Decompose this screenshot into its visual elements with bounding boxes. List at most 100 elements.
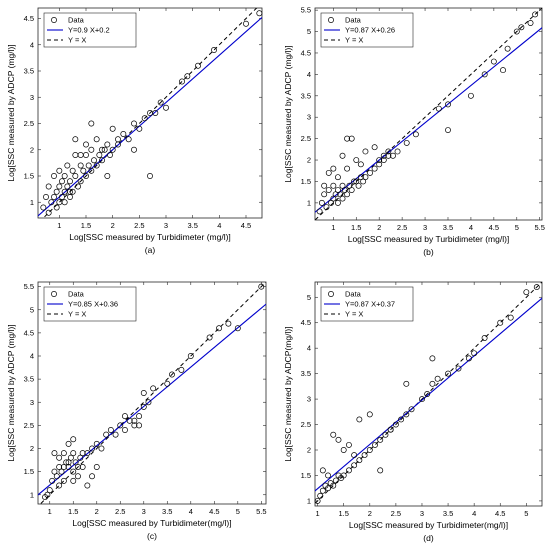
data-point: [325, 485, 331, 492]
data-point: [362, 174, 369, 181]
data-point: [195, 62, 201, 69]
data-point: [104, 173, 111, 179]
data-point: [523, 289, 530, 296]
data-point: [101, 146, 108, 153]
x-tick-label: 5: [524, 509, 528, 518]
data-point: [141, 115, 148, 122]
x-tick-label: 4: [217, 221, 221, 230]
data-point: [314, 497, 321, 504]
data-point: [122, 427, 128, 433]
data-point: [45, 183, 52, 190]
data-point: [318, 199, 325, 206]
data-point: [99, 146, 105, 153]
data-point: [366, 411, 373, 418]
y-tick-label: 2: [30, 145, 34, 154]
legend-label-identity: Y = X: [345, 36, 363, 45]
data-point: [435, 105, 442, 112]
chart-panel-2: 1 1.5 2 2.5 3 3.5 4 4.5 5 5.5 1 1.5 2 2.5 3 3.5 4 4.5 5 5.5…: [283, 6, 545, 257]
data-point: [145, 399, 152, 406]
y-axis-label: Log[SSC measured by ADCP (mg/l)]: [6, 324, 16, 461]
data-point: [353, 157, 360, 163]
x-tick-label: 3.5: [162, 507, 172, 516]
data-point: [43, 194, 49, 200]
x-tick-label: 4.5: [489, 223, 499, 232]
data-point: [434, 375, 441, 382]
data-point: [398, 416, 405, 423]
data-point: [85, 162, 92, 169]
legend-label-data: Data: [345, 16, 362, 25]
data-point: [319, 487, 326, 494]
data-point: [77, 178, 84, 185]
data-point: [394, 148, 401, 155]
data-point: [380, 152, 387, 159]
data-point: [75, 464, 81, 470]
data-point: [60, 477, 67, 484]
data-point: [325, 472, 331, 479]
y-tick-label: 4.5: [24, 14, 34, 23]
data-point: [65, 459, 72, 466]
data-point: [93, 162, 100, 169]
y-tick-label: 2: [30, 444, 34, 453]
data-point: [351, 452, 358, 459]
x-tick-label: 1.5: [338, 509, 348, 518]
data-point: [211, 47, 217, 53]
data-point: [351, 178, 357, 185]
data-point: [56, 183, 63, 190]
data-point: [361, 452, 368, 459]
data-point: [56, 482, 63, 489]
data-point: [107, 152, 113, 158]
data-point: [72, 173, 79, 179]
y-tick-label: 3.5: [24, 67, 34, 76]
data-point: [390, 152, 396, 159]
y-tick-label: 5: [30, 305, 34, 314]
x-tick-label: 4: [469, 223, 473, 232]
data-point: [527, 20, 534, 26]
data-point: [445, 101, 451, 108]
data-point: [216, 325, 222, 332]
data-point: [61, 199, 68, 206]
chart-panel-3: 1 1.5 2 2.5 3 3.5 4 4.5 5 5.5 1 1.5 2 2.5 3 3.5 4 4.5 5 5.5…: [6, 281, 267, 541]
data-point: [131, 417, 138, 424]
data-point: [88, 120, 95, 127]
data-point: [70, 468, 77, 475]
data-point: [140, 390, 147, 396]
data-point: [104, 141, 111, 148]
data-point: [44, 491, 51, 498]
data-point: [507, 314, 514, 321]
x-tick-label: 1: [48, 507, 52, 516]
legend-label-identity: Y = X: [345, 310, 363, 319]
identity-line: [39, 282, 266, 504]
x-tick-label: 1.5: [351, 223, 361, 232]
x-tick-label: 4.5: [241, 221, 251, 230]
x-tick-label: 3: [423, 223, 427, 232]
y-tick-label: 4: [307, 70, 311, 79]
data-point: [340, 472, 347, 479]
y-axis-label: Log[SSC measured by ADCP(mg/l)]: [283, 326, 293, 461]
data-point: [150, 385, 157, 392]
data-point: [490, 58, 497, 65]
data-point: [163, 104, 169, 111]
data-point: [362, 148, 369, 155]
data-point: [89, 473, 96, 480]
data-point: [136, 413, 143, 420]
data-point: [40, 204, 47, 211]
data-point: [126, 417, 133, 424]
data-point: [120, 131, 127, 137]
data-point: [385, 148, 392, 155]
y-tick-label: 5: [307, 27, 311, 36]
panel-caption: (a): [145, 245, 156, 255]
data-point: [316, 208, 323, 215]
data-point: [152, 110, 159, 116]
legend-label-data: Data: [345, 290, 362, 299]
x-tick-label: 3.5: [443, 509, 453, 518]
y-tick-label: 5: [307, 293, 311, 302]
y-tick-label: 5.5: [301, 6, 311, 15]
data-point: [147, 173, 153, 179]
legend-marker-data: [51, 291, 57, 297]
x-tick-label: 3: [142, 507, 146, 516]
legend-label-data: Data: [68, 290, 85, 299]
data-point: [51, 194, 57, 200]
data-point: [136, 422, 143, 429]
y-tick-label: 2.5: [24, 421, 34, 430]
